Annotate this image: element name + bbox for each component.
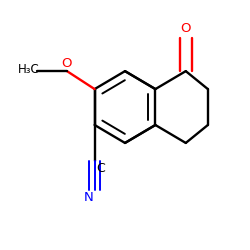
Text: O: O [62,57,72,70]
Text: H₃C: H₃C [18,63,39,76]
Text: N: N [84,191,93,204]
Text: O: O [180,22,191,35]
Text: C: C [96,162,105,175]
